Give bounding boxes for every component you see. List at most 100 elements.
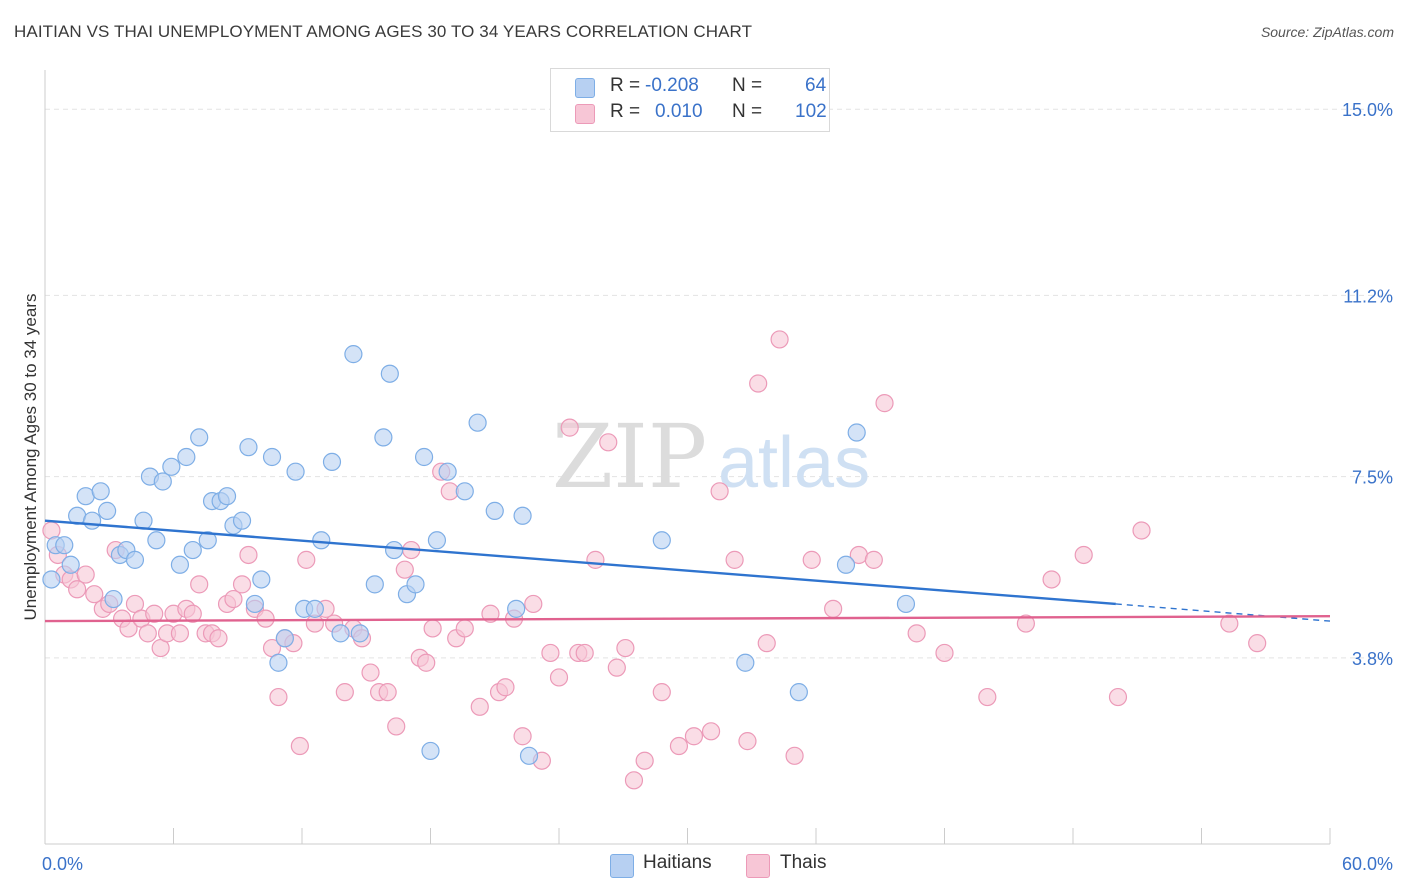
x-tick-label: 60.0% xyxy=(1342,854,1393,874)
watermark-atlas: atlas xyxy=(718,423,870,503)
thai-point xyxy=(1248,634,1267,653)
tick-labels: 3.8% 7.5% 11.2% 15.0% 0.0% 60.0% Unemployment … xyxy=(21,100,1393,874)
y-tick-label: 3.8% xyxy=(1352,649,1393,669)
thai-point xyxy=(170,624,190,643)
thai-point xyxy=(297,550,316,569)
thai-point xyxy=(470,697,489,716)
thai-point xyxy=(907,624,926,643)
haitian-point xyxy=(245,594,264,614)
haitian-point xyxy=(344,345,363,364)
haitian-point xyxy=(91,482,110,501)
thai-point xyxy=(725,550,744,569)
thai-point xyxy=(1074,545,1093,565)
haitians-trend-line xyxy=(44,519,1116,606)
thai-point xyxy=(513,727,532,746)
thai-point xyxy=(1108,687,1128,707)
haitian-point xyxy=(269,653,288,672)
r-value: -0.208 xyxy=(645,75,699,96)
haitian-point xyxy=(262,447,282,467)
haitian-point xyxy=(789,683,808,702)
haitian-point xyxy=(374,428,393,447)
n-value: 102 xyxy=(795,101,827,122)
haitian-point xyxy=(322,452,342,471)
thai-point xyxy=(395,560,414,579)
thai-point xyxy=(624,771,644,790)
haitian-point xyxy=(98,501,117,520)
haitian-point xyxy=(836,555,856,574)
thai-point xyxy=(1042,570,1061,589)
thai-point xyxy=(423,619,442,638)
y-tick-label: 15.0% xyxy=(1342,100,1393,120)
thai-point xyxy=(85,585,104,604)
thai-point xyxy=(802,550,821,569)
y-tick-label: 11.2% xyxy=(1343,286,1393,306)
thai-point xyxy=(239,545,258,565)
thai-point xyxy=(269,687,288,707)
haitian-point xyxy=(42,570,61,589)
thai-point xyxy=(607,658,626,677)
haitian-point xyxy=(305,599,324,618)
thai-point xyxy=(290,736,309,756)
chart-title: HAITIAN VS THAI UNEMPLOYMENT AMONG AGES … xyxy=(14,22,753,41)
haitian-point xyxy=(275,629,294,648)
trend-lines xyxy=(44,519,1331,623)
thai-point xyxy=(757,634,776,653)
axes xyxy=(44,70,1331,845)
thai-point xyxy=(770,330,789,349)
thai-point xyxy=(496,678,515,697)
haitian-point xyxy=(519,746,539,765)
thai-point xyxy=(701,722,721,741)
thai-point xyxy=(145,604,164,623)
r-label: R = xyxy=(610,101,641,122)
thai-point xyxy=(738,732,757,751)
haitian-point xyxy=(232,511,252,530)
haitian-point xyxy=(177,447,196,467)
thai-point xyxy=(209,629,228,648)
haitian-point xyxy=(331,624,350,643)
haitian-point xyxy=(217,487,237,506)
haitian-point xyxy=(153,472,172,491)
haitian-point xyxy=(455,482,474,501)
thai-point xyxy=(560,418,579,437)
source-label: Source: ZipAtlas.com xyxy=(1260,24,1394,40)
thai-point xyxy=(978,687,997,707)
haitians-trend-extension xyxy=(1115,603,1331,622)
haitian-point xyxy=(183,540,202,560)
thai-point xyxy=(224,589,243,609)
thai-point xyxy=(684,727,704,746)
haitian-point xyxy=(421,741,440,761)
haitian-point xyxy=(350,624,369,643)
thai-point xyxy=(361,663,380,682)
watermark: ZIP atlas xyxy=(552,405,870,508)
thai-point xyxy=(824,599,843,618)
haitian-point xyxy=(438,462,457,481)
thai-point xyxy=(183,604,202,623)
haitian-point xyxy=(406,575,425,594)
thai-point xyxy=(256,609,275,628)
haitian-point xyxy=(380,364,399,383)
thai-point xyxy=(616,638,635,658)
thai-point xyxy=(549,668,569,687)
haitian-point xyxy=(414,447,434,467)
thai-point xyxy=(1132,521,1151,540)
haitian-point xyxy=(55,536,74,555)
r-label: R = xyxy=(610,75,641,96)
haitian-point xyxy=(125,550,145,569)
thai-point xyxy=(417,653,436,672)
thai-point xyxy=(635,751,654,770)
haitian-point xyxy=(190,428,209,447)
n-label: N = xyxy=(732,101,763,122)
thai-point xyxy=(541,643,560,663)
thai-point xyxy=(378,683,397,702)
haitians-swatch xyxy=(610,854,634,878)
thai-point xyxy=(652,683,671,702)
thai-point xyxy=(749,374,768,393)
thai-points xyxy=(42,330,1267,790)
haitian-point xyxy=(104,589,123,609)
thai-point xyxy=(1016,614,1035,633)
thai-point xyxy=(864,550,883,569)
thai-point xyxy=(232,575,252,594)
haitians-swatch xyxy=(575,78,595,98)
n-label: N = xyxy=(732,75,763,96)
